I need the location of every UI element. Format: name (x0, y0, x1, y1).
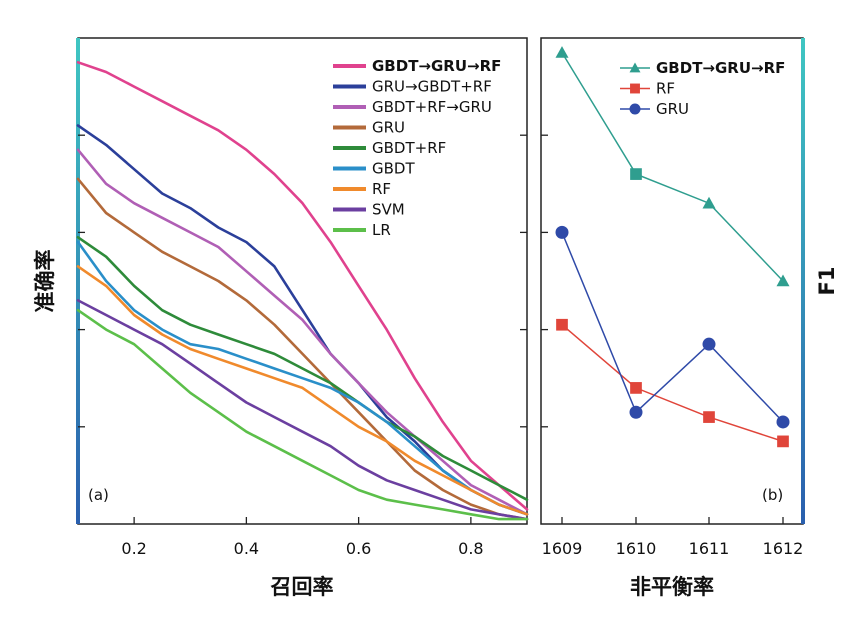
panel-b: GBDT→GRU→RF RF GRU (b) 1609 1610 1611 1612 非平… (540, 37, 839, 599)
panel-a-y-axis-title: 准确率 (33, 250, 57, 313)
data-point-rf (703, 411, 715, 423)
legend-label-gru: GRU (372, 119, 405, 137)
panel-b-ticks (541, 134, 784, 524)
panel-b-right-edge (801, 38, 805, 524)
data-point-gru (776, 415, 790, 429)
series-line-gbdt-plus-rf (76, 236, 529, 502)
panel-a-x-tick-label: 0.6 (346, 539, 371, 558)
panel-a-left-edge (76, 38, 80, 524)
panel-a-x-tick-label: 0.4 (234, 539, 259, 558)
panel-b-x-tick-label: 1611 (689, 539, 730, 558)
panel-b-x-tick-label: 1612 (763, 539, 804, 558)
legend-label-gbdt: GBDT (372, 160, 415, 178)
data-point-gbdt-to-gru-to-rf (702, 196, 716, 209)
panel-b-y-axis-title: F1 (815, 267, 839, 296)
data-point-rf (630, 382, 642, 394)
panel-b-x-tick-label: 1610 (616, 539, 657, 558)
legend-label-gbdt-plus-rf-to-gru: GBDT+RF→GRU (372, 98, 492, 116)
legend-label-gru-to-gbdt-plus-rf: GRU→GBDT+RF (372, 78, 492, 96)
data-point-gru (555, 225, 569, 239)
panel-a-x-axis-title: 召回率 (271, 575, 334, 599)
panel-a-ticks (78, 134, 527, 524)
panel-b-legend: GBDT→GRU→RF RF GRU (620, 59, 785, 118)
data-point-gbdt-to-gru-to-rf (555, 46, 569, 58)
data-point-gru (702, 337, 716, 351)
legend-label-rf: RF (656, 80, 675, 98)
legend-label-svm: SVM (372, 201, 405, 219)
panel-b-x-tick-label: 1609 (542, 539, 583, 558)
panel-b-label: (b) (762, 486, 783, 504)
legend-marker-rf (630, 83, 640, 94)
data-point-gru (629, 405, 643, 419)
legend-label-rf: RF (372, 180, 391, 198)
panel-a-x-tick-label: 0.8 (458, 539, 483, 558)
series-line-gbdt (76, 240, 529, 516)
series-line-rf (76, 265, 529, 516)
series-line-lr (76, 308, 529, 521)
data-point-gbdt-to-gru-to-rf (776, 274, 790, 287)
panel-a-x-tick-label: 0.2 (121, 539, 146, 558)
data-point-gbdt-to-gru-to-rf (630, 168, 642, 180)
data-point-rf (556, 318, 568, 331)
panel-b-frame (540, 37, 804, 525)
series-line-gru (561, 232, 784, 423)
legend-marker-gru (629, 103, 641, 115)
legend-label-lr: LR (372, 221, 391, 239)
legend-label-gbdt-to-gru-to-rf: GBDT→GRU→RF (372, 57, 501, 75)
data-point-rf (777, 435, 789, 448)
series-line-svm (76, 299, 529, 521)
panel-a-label: (a) (88, 486, 109, 504)
panel-a-x-tick-labels: 0.2 0.4 0.6 0.8 (121, 539, 483, 558)
panel-a: GBDT→GRU→RF GRU→GBDT+RF GBDT+RF→GRU GRU GBDT… (33, 37, 529, 599)
legend-label-gbdt-plus-rf: GBDT+RF (372, 139, 446, 157)
legend-marker-gbdt-to-gru-to-rf (629, 62, 641, 73)
panel-a-legend: GBDT→GRU→RF GRU→GBDT+RF GBDT+RF→GRU GRU GBDT… (333, 57, 501, 239)
series-line-gbdt-plus-rf-to-gru (76, 148, 529, 516)
panel-b-series-lines (555, 46, 790, 448)
series-line-gbdt-to-gru-to-rf (561, 52, 784, 282)
panel-a-series-lines (76, 60, 529, 521)
panel-a-frame (77, 37, 528, 525)
panel-b-x-tick-labels: 1609 1610 1611 1612 (542, 539, 804, 558)
series-line-gbdt-to-gru-to-rf (76, 60, 529, 511)
legend-label-gbdt-to-gru-to-rf: GBDT→GRU→RF (656, 59, 785, 77)
panel-b-x-axis-title: 非平衡率 (630, 575, 714, 599)
series-line-gru (76, 177, 529, 521)
series-line-rf (561, 324, 784, 443)
legend-label-gru: GRU (656, 100, 689, 118)
